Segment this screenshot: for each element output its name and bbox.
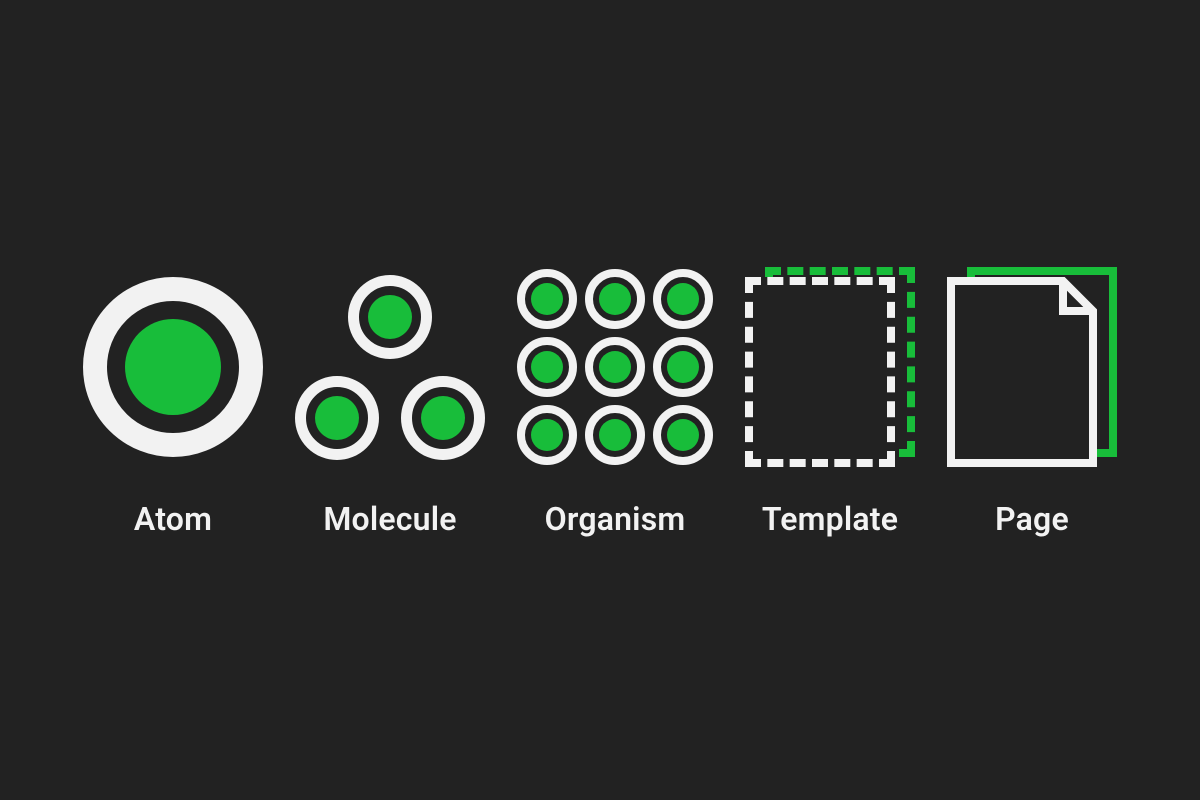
template-icon xyxy=(745,267,915,467)
organism-icon xyxy=(517,269,713,465)
organism-dot-icon xyxy=(599,419,631,451)
item-atom: Atom xyxy=(83,262,263,538)
item-template: Template xyxy=(745,262,915,538)
organism-ring-icon xyxy=(585,269,645,329)
diagram-stage: Atom Molecule xyxy=(0,0,1200,800)
template-label: Template xyxy=(762,500,898,538)
molecule-icon-wrap xyxy=(295,262,485,472)
organism-ring-icon xyxy=(585,405,645,465)
page-icon xyxy=(947,267,1117,467)
template-front-icon xyxy=(745,277,895,467)
molecule-dot-icon xyxy=(421,396,465,440)
organism-dot-icon xyxy=(667,283,699,315)
item-page: Page xyxy=(947,262,1117,538)
organism-dot-icon xyxy=(531,419,563,451)
molecule-label: Molecule xyxy=(323,500,456,538)
organism-dot-icon xyxy=(531,351,563,383)
atom-core-icon xyxy=(125,319,221,415)
page-icon-wrap xyxy=(947,262,1117,472)
organism-ring-icon xyxy=(517,405,577,465)
atom-icon-wrap xyxy=(83,262,263,472)
organism-label: Organism xyxy=(545,500,686,538)
molecule-ring-icon xyxy=(295,376,379,460)
page-front-icon xyxy=(947,277,1097,467)
items-row: Atom Molecule xyxy=(83,262,1117,538)
organism-dot-icon xyxy=(531,283,563,315)
organism-ring-icon xyxy=(517,337,577,397)
template-icon-wrap xyxy=(745,262,915,472)
molecule-dot-icon xyxy=(368,295,412,339)
atom-icon xyxy=(83,277,263,457)
molecule-dot-icon xyxy=(315,396,359,440)
page-label: Page xyxy=(995,500,1069,538)
molecule-icon xyxy=(295,275,485,460)
organism-ring-icon xyxy=(653,269,713,329)
organism-ring-icon xyxy=(653,337,713,397)
molecule-ring-icon xyxy=(401,376,485,460)
organism-dot-icon xyxy=(667,419,699,451)
organism-dot-icon xyxy=(599,351,631,383)
organism-icon-wrap xyxy=(517,262,713,472)
organism-dot-icon xyxy=(667,351,699,383)
item-molecule: Molecule xyxy=(295,262,485,538)
organism-ring-icon xyxy=(653,405,713,465)
organism-ring-icon xyxy=(517,269,577,329)
item-organism: Organism xyxy=(517,262,713,538)
organism-dot-icon xyxy=(599,283,631,315)
molecule-ring-icon xyxy=(348,275,432,359)
organism-ring-icon xyxy=(585,337,645,397)
atom-label: Atom xyxy=(134,500,212,538)
